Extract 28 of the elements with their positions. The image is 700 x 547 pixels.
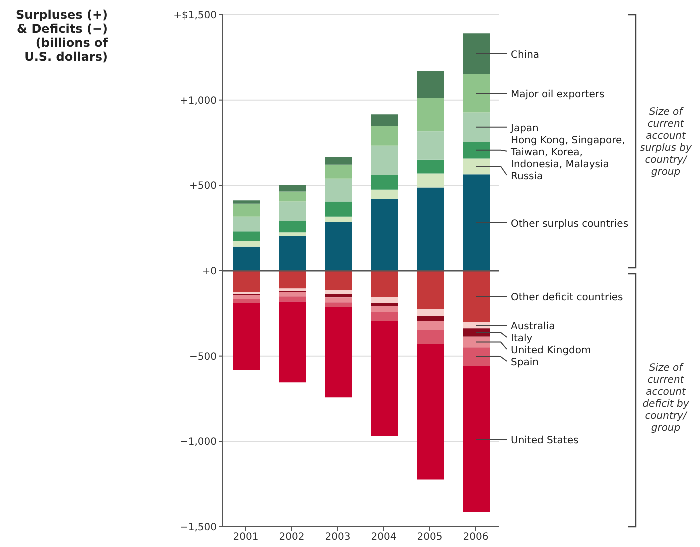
x-tick-label: 2005 [417,532,443,544]
x-tick-label: 2006 [463,532,489,544]
text: China [511,50,540,61]
y-tick-label: −1,500 [180,522,217,534]
y-tick-label: −500 [190,352,217,363]
y-tick-label: +500 [190,181,217,192]
text: Australia [511,321,556,332]
text: Spain [511,357,539,368]
x-tick-label: 2002 [279,532,305,544]
text: Size of current account surplus by country/ group [640,107,692,179]
y-tick-label: +0 [202,266,217,278]
text: Surpluses (+) & Deficits (−) (billions of U.S. dollars) [15,8,108,64]
text: Russia [511,171,544,182]
text: Hong Kong, Singapore, Taiwan, Korea, Indonesia, Malaysia [510,135,626,170]
text: Other surplus countries [511,218,629,230]
x-tick-label: 2004 [371,532,397,544]
y-tick-label: +1,000 [180,96,217,107]
text: Size of current account deficit by country/ group [642,363,690,435]
text: United States [511,435,579,446]
x-tick-label: 2001 [233,532,259,544]
y-tick-label: +$1,500 [174,10,217,22]
text: Japan [510,123,539,134]
x-tick-label: 2003 [325,532,351,544]
text: United Kingdom [511,345,592,356]
y-tick-label: −1,000 [180,437,217,448]
text: Italy [511,333,533,344]
text: Other deficit countries [511,292,624,304]
text: Major oil exporters [511,90,605,101]
